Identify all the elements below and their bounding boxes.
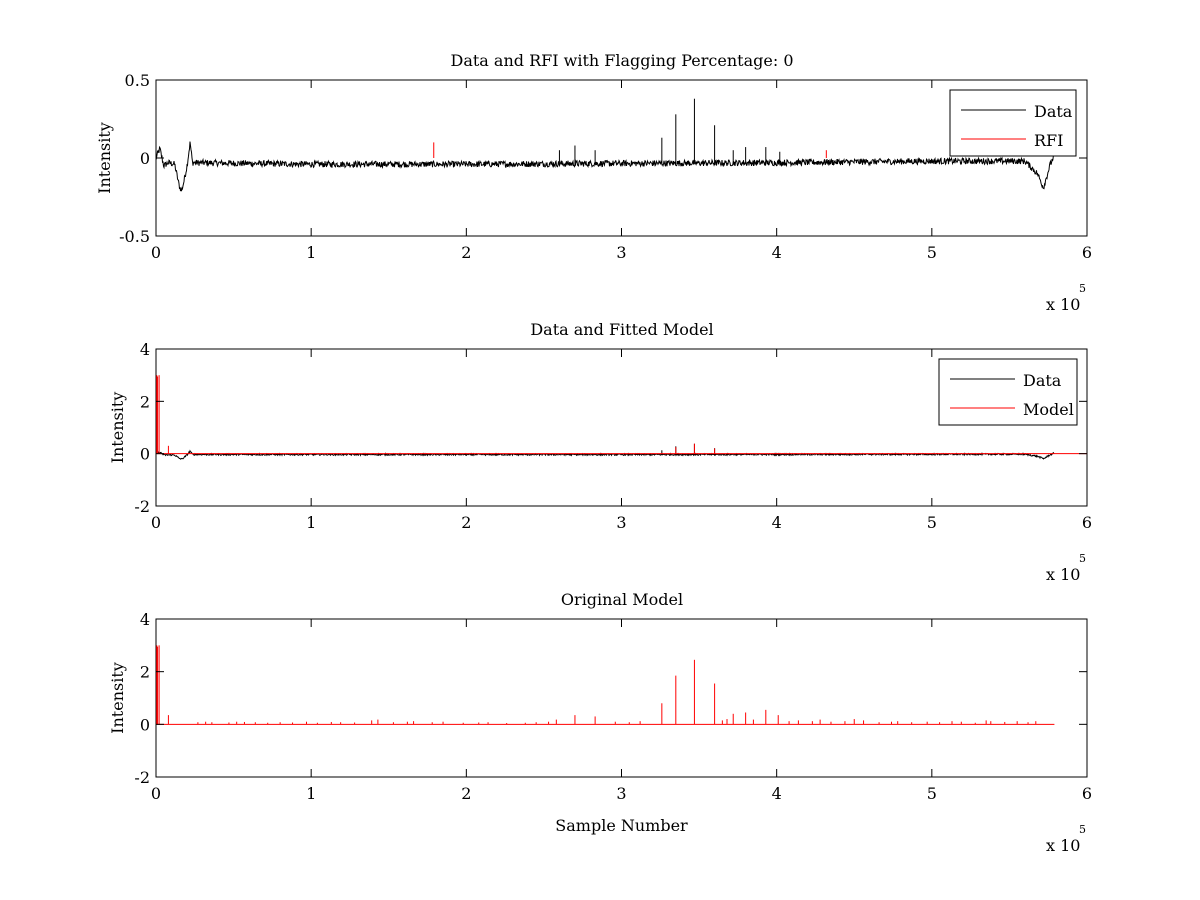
- y-tick-label: 0: [140, 715, 150, 734]
- legend-label-data: Data: [1023, 371, 1062, 390]
- x-tick-label: 5: [927, 784, 937, 803]
- chart-title: Original Model: [561, 590, 683, 609]
- plot-area: [156, 98, 1055, 192]
- axes-frame: [155, 348, 1088, 507]
- x-tick-label: 1: [306, 243, 316, 262]
- x-tick-label: 5: [927, 243, 937, 262]
- y-tick-label: 4: [140, 610, 150, 629]
- x-tick-label: 3: [616, 513, 626, 532]
- x-multiplier: x 10: [1046, 836, 1080, 855]
- y-tick-label: -2: [134, 497, 150, 516]
- axes-frame: [155, 79, 1088, 237]
- x-tick-label: 2: [461, 513, 471, 532]
- y-tick-label: -2: [134, 768, 150, 787]
- legend: Data RFI: [949, 89, 1077, 157]
- x-tick-label: 3: [616, 243, 626, 262]
- y-tick-label: 2: [140, 392, 150, 411]
- x-tick-label: 2: [461, 243, 471, 262]
- chart-title: Data and RFI with Flagging Percentage: 0: [450, 51, 793, 70]
- x-tick-label: 3: [616, 784, 626, 803]
- y-tick-label: 4: [140, 340, 150, 359]
- legend-label-data: Data: [1034, 102, 1073, 121]
- x-tick-label: 4: [772, 784, 782, 803]
- legend: Data Model: [938, 358, 1078, 426]
- x-tick-label: 5: [927, 513, 937, 532]
- x-tick-label: 6: [1082, 243, 1092, 262]
- x-tick-label: 0: [151, 513, 161, 532]
- x-tick-label: 2: [461, 784, 471, 803]
- axes-frame: [155, 618, 1088, 778]
- y-axis-label: Intensity: [108, 392, 127, 464]
- y-tick-label: 2: [140, 663, 150, 682]
- x-tick-label: 6: [1082, 513, 1092, 532]
- legend-label-model: Model: [1023, 400, 1074, 419]
- legend-box: [949, 89, 1077, 157]
- plot-area: [156, 645, 1055, 725]
- x-multiplier-exponent: 5: [1079, 282, 1086, 295]
- x-multiplier-exponent: 5: [1079, 552, 1086, 565]
- y-tick-label: 0: [140, 445, 150, 464]
- x-tick-label: 1: [306, 784, 316, 803]
- x-multiplier: x 10: [1046, 295, 1080, 314]
- x-tick-label: 1: [306, 513, 316, 532]
- series-data-line: [156, 141, 1055, 192]
- x-axis-label: Sample Number: [555, 816, 688, 835]
- x-multiplier: x 10: [1046, 565, 1080, 584]
- x-tick-label: 0: [151, 243, 161, 262]
- y-tick-label: 0.5: [125, 71, 150, 90]
- legend-box: [938, 358, 1078, 426]
- x-multiplier-exponent: 5: [1079, 823, 1086, 836]
- y-axis-label: Intensity: [108, 662, 127, 734]
- x-tick-label: 6: [1082, 784, 1092, 803]
- legend-label-rfi: RFI: [1034, 131, 1063, 150]
- y-tick-label: -0.5: [119, 227, 150, 246]
- x-tick-label: 4: [772, 243, 782, 262]
- chart-title: Data and Fitted Model: [530, 320, 713, 339]
- y-axis-label: Intensity: [95, 122, 114, 194]
- plot-area: [156, 375, 1087, 460]
- x-tick-label: 4: [772, 513, 782, 532]
- x-tick-label: 0: [151, 784, 161, 803]
- y-tick-label: 0: [140, 149, 150, 168]
